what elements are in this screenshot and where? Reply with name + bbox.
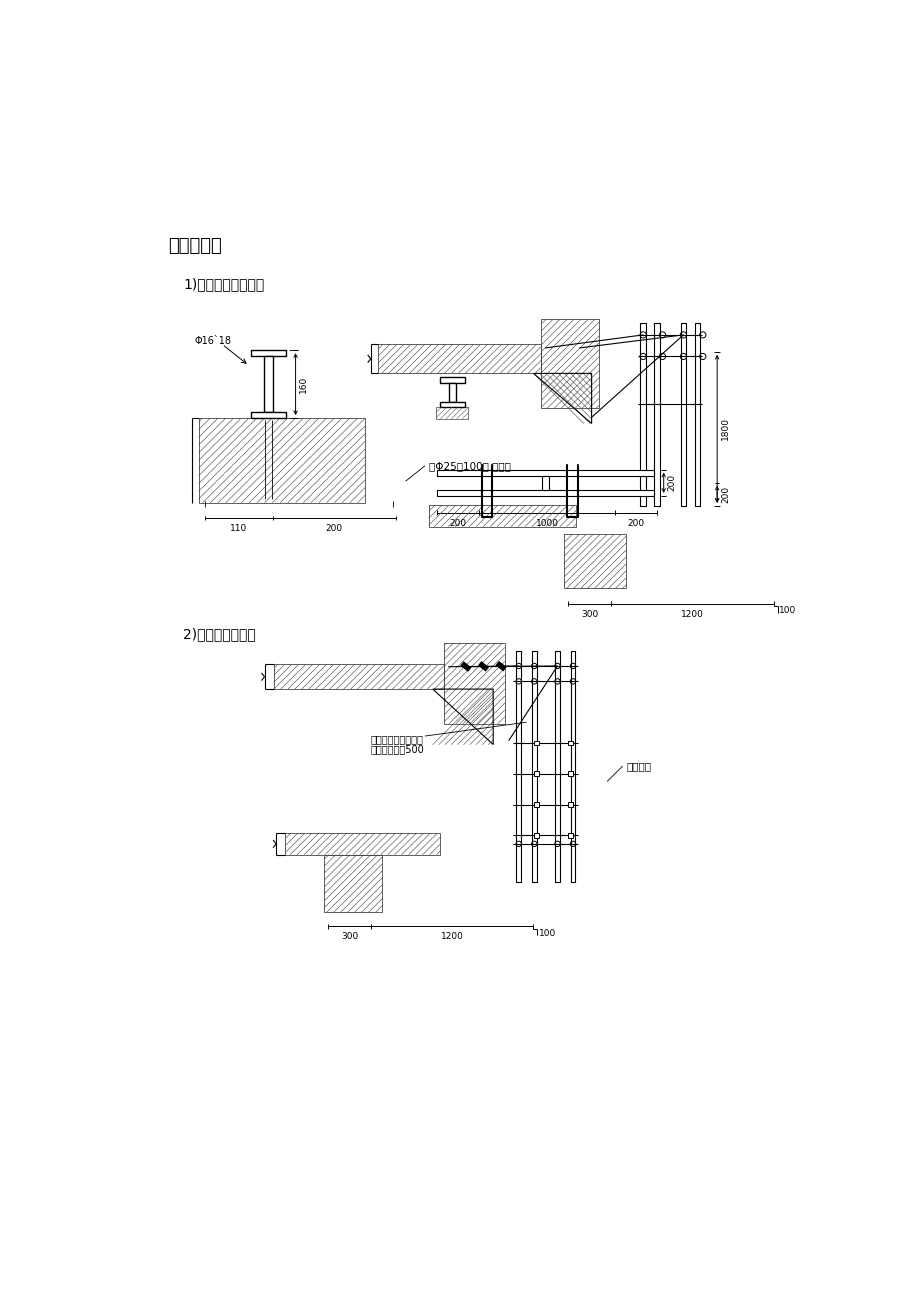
- Bar: [680, 323, 686, 505]
- Bar: [640, 323, 645, 505]
- Bar: [250, 350, 286, 418]
- Text: 300: 300: [581, 609, 597, 618]
- Text: 附加钓管: 附加钓管: [626, 762, 651, 771]
- Bar: [250, 411, 286, 418]
- Bar: [437, 470, 652, 475]
- Bar: [378, 344, 540, 374]
- Text: 100: 100: [539, 928, 556, 937]
- Bar: [444, 643, 505, 724]
- Text: 110: 110: [230, 525, 247, 534]
- Text: Φ16`18: Φ16`18: [195, 336, 232, 346]
- Bar: [568, 772, 573, 776]
- Text: 1)、工字锂悬挑构造: 1)、工字锂悬挑构造: [183, 277, 264, 292]
- Text: 1200: 1200: [680, 609, 703, 618]
- Text: 300: 300: [340, 932, 357, 941]
- Bar: [439, 378, 464, 383]
- Text: 200: 200: [627, 519, 644, 527]
- Bar: [541, 475, 548, 490]
- Text: 其长度不小于500: 其长度不小于500: [370, 745, 424, 754]
- Text: 100: 100: [778, 605, 796, 615]
- Text: 2)、卸荷装置构造: 2)、卸荷装置构造: [183, 628, 255, 642]
- Bar: [694, 323, 699, 505]
- Bar: [568, 833, 573, 837]
- Text: 节点构造：: 节点构造：: [167, 237, 221, 255]
- Bar: [534, 802, 539, 807]
- Text: 三个钓丝绳卡扎紧，: 三个钓丝绳卡扎紧，: [370, 734, 423, 745]
- Text: 200: 200: [448, 519, 466, 527]
- Bar: [439, 402, 464, 408]
- Text: 200: 200: [667, 474, 675, 491]
- Text: 160: 160: [299, 375, 307, 393]
- Text: 1000: 1000: [535, 519, 558, 527]
- Bar: [534, 772, 539, 776]
- Bar: [436, 408, 468, 419]
- Bar: [274, 664, 444, 689]
- Bar: [568, 741, 573, 745]
- Text: 200: 200: [325, 525, 343, 534]
- Bar: [437, 490, 652, 496]
- Bar: [285, 833, 440, 854]
- Bar: [448, 383, 455, 402]
- Bar: [564, 534, 626, 589]
- Text: 焊Φ25长100的 短钓筋: 焊Φ25长100的 短钓筋: [428, 461, 510, 471]
- Bar: [653, 323, 659, 505]
- Bar: [531, 651, 536, 881]
- Text: 1800: 1800: [720, 418, 730, 440]
- Bar: [570, 651, 574, 881]
- Text: 1200: 1200: [440, 932, 463, 941]
- Bar: [540, 319, 598, 408]
- Bar: [323, 854, 382, 913]
- Bar: [264, 357, 273, 411]
- Bar: [199, 418, 365, 503]
- Bar: [534, 741, 539, 745]
- Text: 200: 200: [720, 486, 730, 503]
- Bar: [568, 802, 573, 807]
- Bar: [250, 350, 286, 357]
- Bar: [516, 651, 520, 881]
- Bar: [534, 833, 539, 837]
- Bar: [554, 651, 560, 881]
- Bar: [428, 505, 575, 526]
